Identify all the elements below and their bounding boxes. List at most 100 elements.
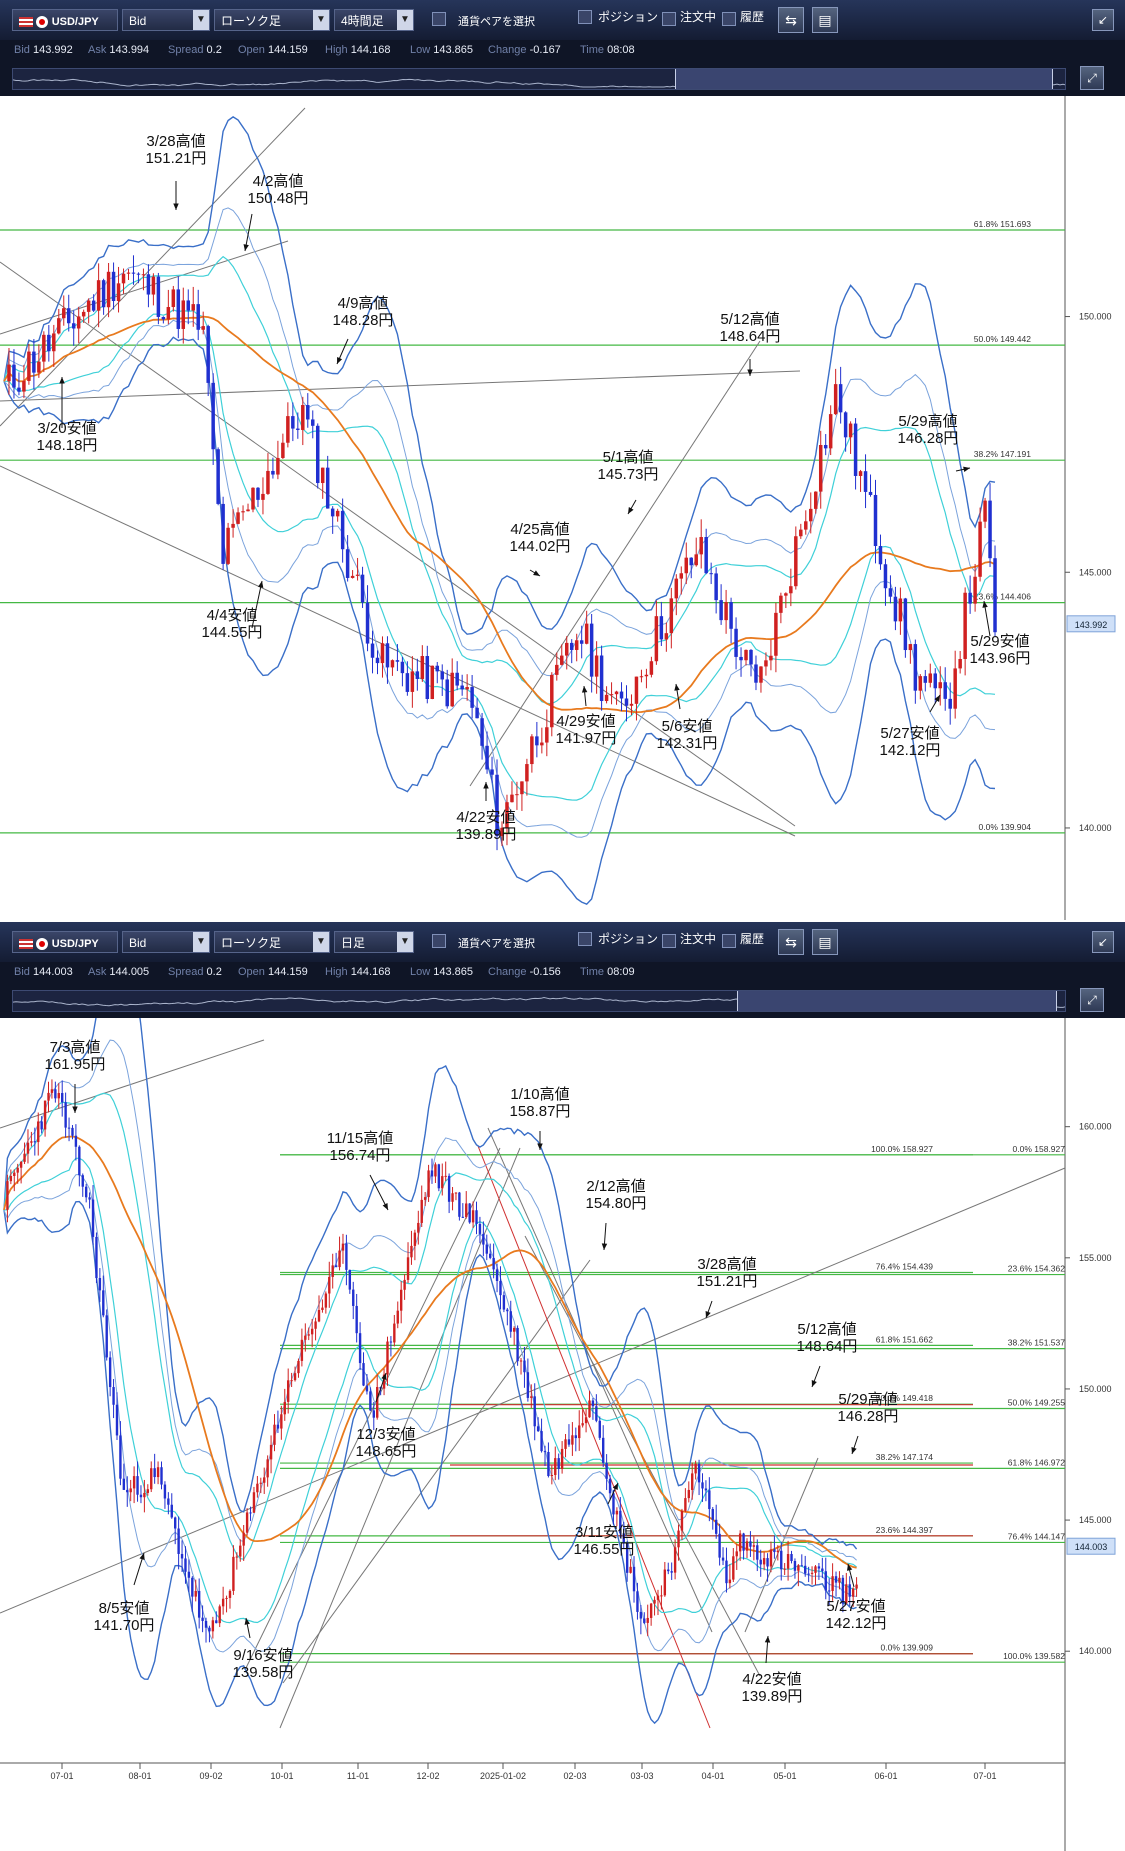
- candle-body: [963, 592, 967, 659]
- timeframe-select[interactable]: 4時間足 ▼: [334, 9, 414, 31]
- position-checkbox[interactable]: [578, 932, 592, 946]
- candle-body: [129, 1488, 132, 1493]
- history-checkbox[interactable]: [722, 934, 736, 948]
- candle-body: [784, 593, 788, 596]
- candle-body: [547, 1451, 550, 1476]
- zoom-button[interactable]: ⤢: [1080, 66, 1104, 90]
- candle-body: [171, 289, 176, 308]
- select-pair-checkbox[interactable]: [432, 934, 446, 948]
- candle-body: [550, 674, 554, 728]
- chart-type-select[interactable]: ローソク足 ▼: [214, 9, 330, 31]
- orders-checkbox[interactable]: [662, 934, 676, 948]
- annotation-title: 7/3高値: [50, 1039, 101, 1056]
- price-type-select[interactable]: Bid ▼: [122, 931, 210, 953]
- price-type-label: Bid: [129, 14, 147, 28]
- candle-body: [331, 1265, 334, 1277]
- fibonacci-label: 61.8% 151.693: [974, 219, 1031, 229]
- navigator-range-handle[interactable]: [675, 69, 1053, 89]
- candle-body: [291, 416, 295, 429]
- candle-body: [410, 671, 415, 692]
- candle-body: [843, 412, 848, 438]
- position-checkbox[interactable]: [578, 10, 592, 24]
- fibonacci-label: 76.4% 154.439: [876, 1262, 933, 1272]
- candle-body: [536, 1426, 540, 1432]
- pair-label: USD/JPY: [51, 16, 99, 28]
- jp-flag-icon: [36, 15, 49, 28]
- fibonacci-label: 50.0% 149.255: [1008, 1397, 1065, 1407]
- collapse-button[interactable]: ↙: [1092, 931, 1114, 953]
- candle-body: [677, 1530, 680, 1548]
- candle-body: [116, 283, 121, 302]
- candle-body: [47, 1092, 50, 1101]
- candle-body: [273, 1424, 276, 1445]
- price-axis-label: 160.000: [1079, 1122, 1112, 1132]
- candle-body: [208, 1627, 211, 1632]
- annotation-title: 12/3安値: [356, 1426, 415, 1443]
- candle-body: [216, 449, 220, 504]
- candle-body: [933, 673, 938, 689]
- candle-body: [30, 1141, 33, 1143]
- chart-settings-button[interactable]: ⇆: [778, 929, 804, 955]
- window-button[interactable]: ▤: [812, 7, 838, 33]
- candle-body: [369, 1391, 372, 1411]
- time-navigator[interactable]: [12, 68, 1066, 90]
- candle-body: [112, 1387, 115, 1405]
- chart-type-select[interactable]: ローソク足 ▼: [214, 931, 330, 953]
- bollinger-band: [3, 1018, 858, 1550]
- select-pair-checkbox[interactable]: [432, 12, 446, 26]
- collapse-button[interactable]: ↙: [1092, 9, 1114, 31]
- price-chart-daily[interactable]: 160.000 155.000 150.000 145.000 140.000 100.0…: [0, 1018, 1125, 1851]
- candle-body: [465, 1203, 468, 1218]
- timeframe-select[interactable]: 日足 ▼: [334, 931, 414, 953]
- zoom-button[interactable]: ⤢: [1080, 988, 1104, 1012]
- currency-pair-select[interactable]: USD/JPY: [12, 931, 118, 953]
- candle-body: [609, 694, 614, 696]
- chart-settings-button[interactable]: ⇆: [778, 7, 804, 33]
- annotation-title: 3/28高値: [146, 133, 205, 150]
- price-chart-4h[interactable]: 150.000 145.000 140.000 61.8% 151.693 50.0% …: [0, 96, 1125, 920]
- candle-body: [170, 1504, 173, 1518]
- annotation-price: 154.80円: [586, 1195, 647, 1212]
- navigator-bar: ⤢: [0, 62, 1125, 96]
- candle-body: [7, 364, 11, 382]
- select-pair-label: 通貨ペアを選択: [458, 938, 535, 950]
- price-type-select[interactable]: Bid ▼: [122, 9, 210, 31]
- candle-body: [530, 736, 534, 765]
- orders-checkbox[interactable]: [662, 12, 676, 26]
- candle-body: [744, 649, 748, 661]
- bollinger-band: [3, 255, 996, 705]
- candle-body: [520, 781, 524, 795]
- ask-value: 144.005: [109, 966, 150, 978]
- date-axis-label: 09-02: [199, 1771, 222, 1781]
- candle-body: [211, 382, 215, 450]
- annotation-title: 4/4安値: [207, 607, 258, 624]
- history-checkbox[interactable]: [722, 12, 736, 26]
- candle-body: [794, 536, 798, 587]
- date-axis-label: 12-02: [416, 1771, 439, 1781]
- candle-body: [340, 510, 345, 550]
- candle-body: [19, 1161, 23, 1168]
- us-flag-icon: [19, 938, 33, 949]
- price-axis-label: 140.000: [1079, 823, 1112, 833]
- candle-body: [444, 1175, 447, 1177]
- window-button[interactable]: ▤: [812, 929, 838, 955]
- annotation-price: 139.89円: [456, 826, 517, 843]
- annotation-arrowhead: [851, 1447, 857, 1454]
- candle-body: [948, 698, 952, 709]
- currency-pair-select[interactable]: USD/JPY: [12, 9, 118, 31]
- candle-body: [420, 656, 425, 679]
- candle-body: [774, 612, 778, 656]
- open-value: 144.159: [267, 966, 308, 978]
- annotation-price: 148.64円: [797, 1338, 858, 1355]
- time-navigator[interactable]: [12, 990, 1066, 1012]
- low-key: Low: [410, 966, 431, 978]
- pair-label: USD/JPY: [51, 938, 99, 950]
- candle-body: [98, 1278, 102, 1291]
- annotation-title: 5/29高値: [838, 1391, 897, 1408]
- candle-body: [91, 300, 96, 311]
- annotation-arrowhead: [72, 1106, 78, 1113]
- candle-body: [584, 623, 589, 644]
- select-pair-label: 通貨ペアを選択: [458, 16, 535, 28]
- plot-area: [0, 96, 1065, 920]
- navigator-range-handle[interactable]: [737, 991, 1057, 1011]
